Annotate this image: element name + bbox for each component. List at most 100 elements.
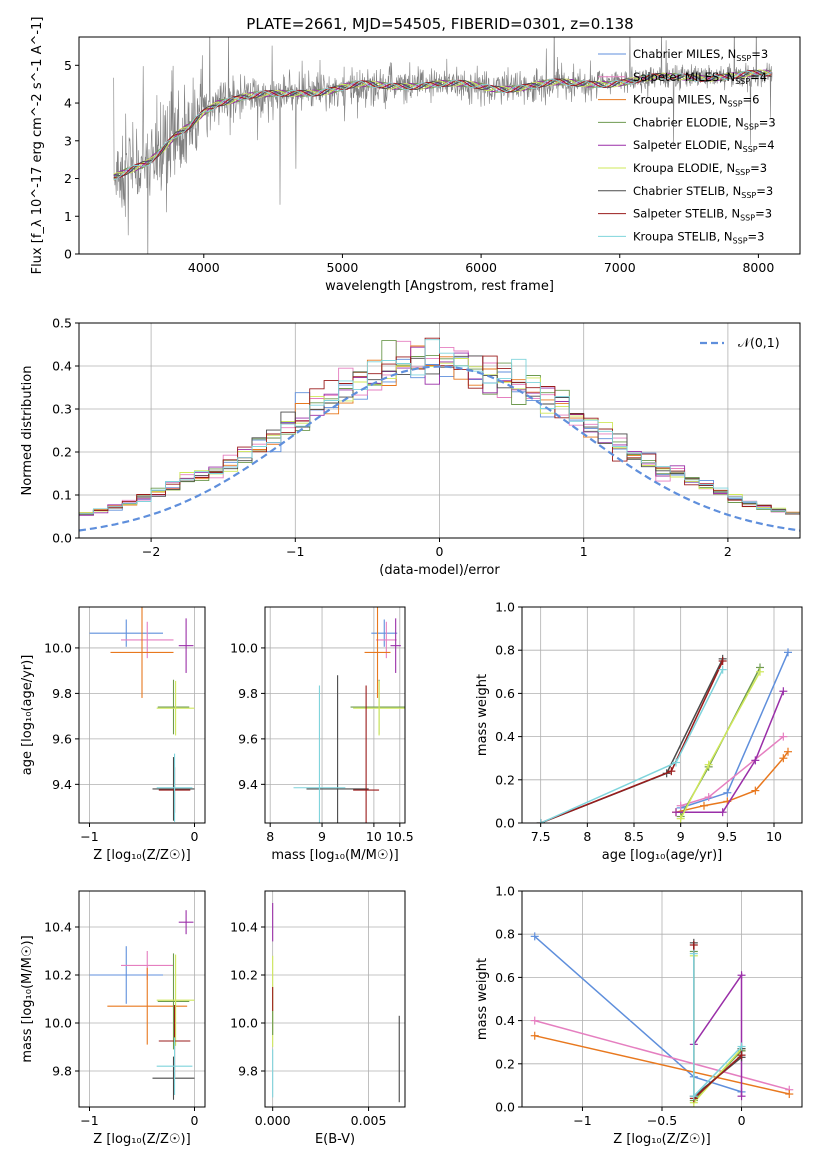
marker-salpeter-miles (779, 732, 788, 741)
y-axis-label: mass [log₁₀(M/M☉)] (20, 935, 35, 1062)
legend-label-salpeter-elodie: Salpeter ELODIE, NSSP=4 (633, 138, 775, 154)
x-tick-label: 0 (738, 1113, 746, 1128)
y-tick-label: 5 (64, 58, 72, 73)
point-chabrier-miles (89, 619, 163, 647)
y-tick-label: 0.2 (52, 445, 72, 460)
point-kroupa-stelib (156, 1037, 193, 1095)
marker-salpeter-elodie (751, 756, 760, 765)
panel-mass-vs-z: −1 0 9.8 10.0 10.2 10.4 Z [log₁₀(Z/Z☉)] mass [l… (20, 890, 206, 1147)
legend-label-normal: 𝒩(0,1) (738, 335, 780, 350)
legend-subscript: SSP (735, 77, 750, 86)
residual-histogram-chabrier-stelib (79, 355, 800, 515)
x-tick-label: 9.5 (717, 829, 737, 844)
y-axis-label: mass weight (475, 674, 490, 756)
plot-area (530, 932, 794, 1107)
point-kroupa-stelib (293, 685, 346, 823)
marker-salpeter-stelib (689, 941, 698, 949)
x-axis-label: mass [log₁₀(M/M☉)] (271, 848, 398, 863)
y-tick-label: 0.8 (495, 643, 515, 658)
y-tick-label: 0.4 (495, 729, 515, 744)
point-chabrier-miles (371, 619, 398, 647)
axes-frame (521, 606, 803, 824)
marker-salpeter-miles (704, 793, 713, 802)
y-tick-label: 9.8 (52, 686, 72, 701)
x-tick-label: 8 (583, 829, 591, 844)
axes-frame (78, 36, 801, 255)
marker-kroupa-stelib (536, 819, 545, 823)
legend-label-kroupa-miles: Kroupa MILES, NSSP=6 (633, 93, 759, 109)
point-salpeter-elodie (178, 910, 194, 935)
marker-kroupa-stelib (689, 1092, 698, 1101)
y-tick-label: 0.3 (52, 402, 72, 417)
legend-subscript: SSP (736, 54, 751, 63)
y-tick-label: 10.0 (44, 1016, 72, 1031)
y-tick-label: 10.0 (44, 640, 72, 655)
plot-area (293, 607, 405, 823)
legend-count: =6 (743, 93, 760, 107)
x-tick-label: 8.5 (624, 829, 644, 844)
y-tick-label: 0.0 (495, 1100, 515, 1115)
x-tick-label: 0 (436, 544, 444, 559)
panel-spectrum: 4000 5000 6000 7000 8000 0 1 2 3 4 5 wavelength [An… (30, 17, 801, 294)
y-tick-label: 0.2 (495, 1056, 515, 1071)
x-tick-label: 0.000 (255, 1113, 291, 1128)
panel-residuals: −2 −1 0 1 2 0.0 0.1 0.2 0.3 0.4 0.5 (data-model)/er… (20, 316, 801, 578)
legend-count: =3 (750, 161, 767, 175)
series-line-kroupa-miles (534, 1034, 790, 1095)
point-kroupa-miles (364, 607, 391, 698)
legend-subscript: SSP (728, 100, 743, 109)
series-line-salpeter-miles (534, 1019, 790, 1091)
legend-count: =3 (751, 47, 768, 61)
panel-mass-vs-ebv: 0.000 0.005 9.8 10.0 10.2 10.4 E(B-V) (230, 890, 406, 1147)
y-tick-label: 9.4 (52, 777, 72, 792)
model-spectrum-salpeter-stelib (113, 70, 772, 179)
y-tick-label: 9.8 (238, 686, 258, 701)
panel-age-vs-z: −1 0 9.4 9.6 9.8 10.0 Z [log₁₀(Z/Z☉)] age [log₁… (20, 606, 206, 863)
series-line-chabrier-miles (680, 652, 789, 809)
axes-frame (264, 606, 406, 824)
point-salpeter-stelib (353, 685, 380, 823)
x-tick-label: 7000 (604, 260, 636, 275)
y-tick-label: 1.0 (495, 600, 515, 615)
legend-label-kroupa-stelib: Kroupa STELIB, NSSP=3 (633, 229, 764, 245)
marker-chabrier-miles (784, 648, 792, 657)
marker-chabrier-miles (723, 788, 732, 797)
y-tick-label: 4 (64, 96, 72, 111)
y-tick-label: 0 (64, 247, 72, 262)
plot-area (79, 337, 800, 532)
point-chabrier-stelib (152, 757, 195, 821)
marker-kroupa-elodie (704, 760, 713, 769)
y-tick-label: 0.2 (495, 772, 515, 787)
marker-salpeter-miles (530, 1016, 539, 1025)
x-tick-label: −0.5 (647, 1113, 677, 1128)
x-tick-label: 2 (724, 544, 732, 559)
x-axis-label: Z [log₁₀(Z/Z☉)] (613, 1132, 710, 1147)
legend-count: =3 (748, 229, 765, 243)
axes-frame (78, 606, 206, 824)
x-tick-label: 0 (191, 1113, 199, 1128)
legend-count: =4 (750, 70, 767, 84)
marker-kroupa-miles (700, 801, 708, 810)
y-tick-label: 10.4 (230, 920, 258, 935)
x-tick-label: −1 (573, 1113, 591, 1128)
point-kroupa-stelib (156, 753, 193, 822)
plot-area (89, 607, 195, 822)
marker-kroupa-miles (785, 1090, 794, 1099)
point-kroupa-elodie (156, 680, 195, 736)
x-tick-label: −1 (80, 829, 98, 844)
legend-subscript: SSP (733, 236, 748, 245)
x-tick-label: 1 (580, 544, 588, 559)
point-kroupa-miles (110, 607, 174, 698)
point-kroupa-elodie (156, 954, 195, 1046)
x-tick-label: 10 (366, 829, 382, 844)
marker-kroupa-miles (530, 1031, 539, 1040)
figure-title: PLATE=2661, MJD=54505, FIBERID=0301, z=0… (246, 15, 633, 33)
x-tick-label: 9 (318, 829, 326, 844)
y-tick-label: 9.6 (52, 731, 72, 746)
x-tick-label: 10 (766, 829, 782, 844)
y-tick-label: 9.8 (238, 1064, 258, 1079)
marker-salpeter-stelib (718, 657, 727, 665)
y-tick-label: 1.0 (495, 884, 515, 899)
residual-histogram-kroupa-stelib (79, 339, 800, 515)
